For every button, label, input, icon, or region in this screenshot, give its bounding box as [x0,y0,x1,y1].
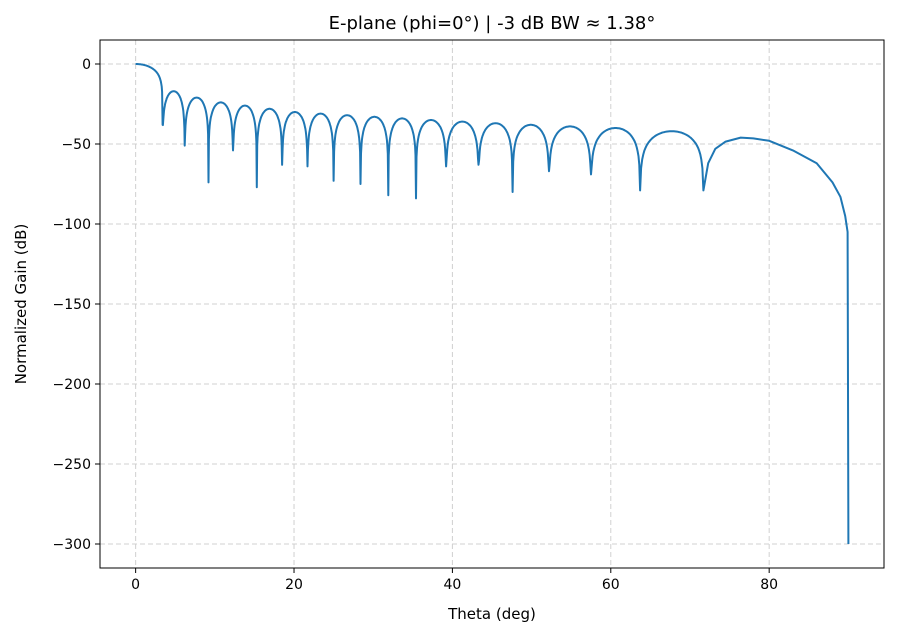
ticks: 0 20 40 60 80 0 −50 −100 −150 −200 −250 −300 [53,57,779,593]
y-axis-label: Normalized Gain (dB) [12,224,30,385]
y-tick-label: −200 [53,377,91,393]
x-axis-label: Theta (deg) [447,605,536,623]
y-tick-label: −250 [53,457,91,473]
x-tick-label: 0 [131,577,140,593]
x-tick-label: 40 [443,577,461,593]
grid [100,40,884,568]
x-tick-label: 60 [602,577,620,593]
x-tick-label: 20 [285,577,303,593]
series-line [135,63,850,545]
y-tick-label: −300 [53,537,91,553]
y-tick-label: −50 [61,137,91,153]
chart-title: E-plane (phi=0°) | -3 dB BW ≈ 1.38° [329,13,656,34]
y-tick-label: −150 [53,297,91,313]
y-tick-label: −100 [53,217,91,233]
y-tick-label: 0 [82,57,91,73]
x-tick-label: 80 [760,577,778,593]
